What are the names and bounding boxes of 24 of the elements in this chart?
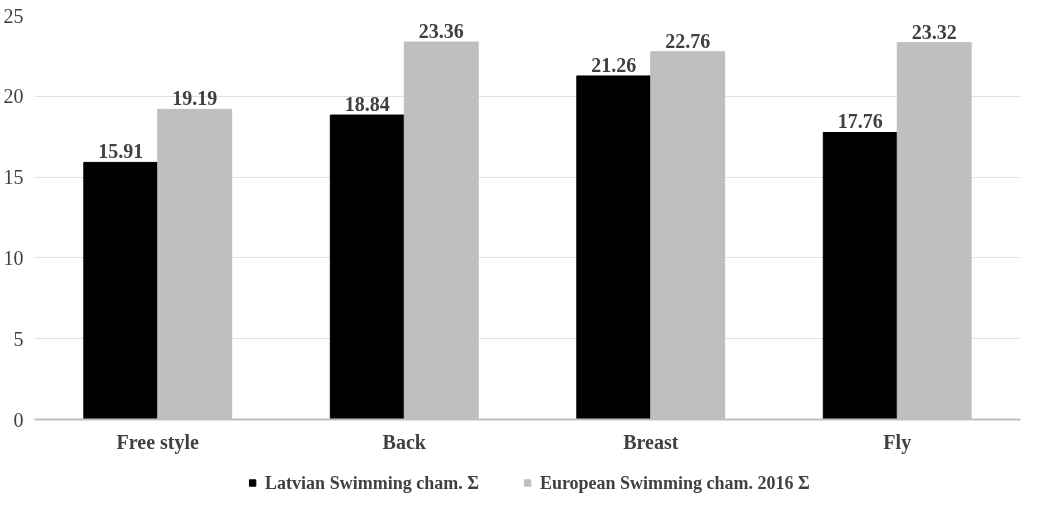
x-tick-label: Fly — [883, 430, 912, 454]
data-label: 23.32 — [911, 20, 957, 43]
y-tick-label: 5 — [13, 327, 24, 350]
y-tick-label: 10 — [3, 246, 24, 269]
bar — [83, 161, 159, 420]
y-tick-label: 20 — [3, 85, 24, 108]
data-label: 21.26 — [591, 53, 637, 76]
bar — [329, 114, 405, 420]
bar — [576, 75, 652, 420]
data-label: 18.84 — [344, 93, 390, 116]
x-tick-label: Back — [382, 430, 427, 453]
data-label: 19.19 — [172, 87, 218, 110]
data-label: 15.91 — [98, 140, 144, 163]
legend-label: Latvian Swimming cham. Σ — [265, 472, 479, 493]
y-tick-label: 15 — [3, 166, 24, 189]
y-tick-label: 25 — [3, 4, 24, 27]
data-label: 23.36 — [418, 20, 464, 42]
legend-label: European Swimming cham. 2016 Σ — [539, 472, 810, 493]
x-tick-label: Breast — [623, 430, 679, 453]
y-tick-label: 0 — [13, 408, 24, 431]
bar — [822, 132, 898, 420]
x-tick-label: Free style — [116, 430, 200, 454]
data-label: 22.76 — [665, 29, 711, 52]
data-label: 17.76 — [837, 110, 883, 133]
